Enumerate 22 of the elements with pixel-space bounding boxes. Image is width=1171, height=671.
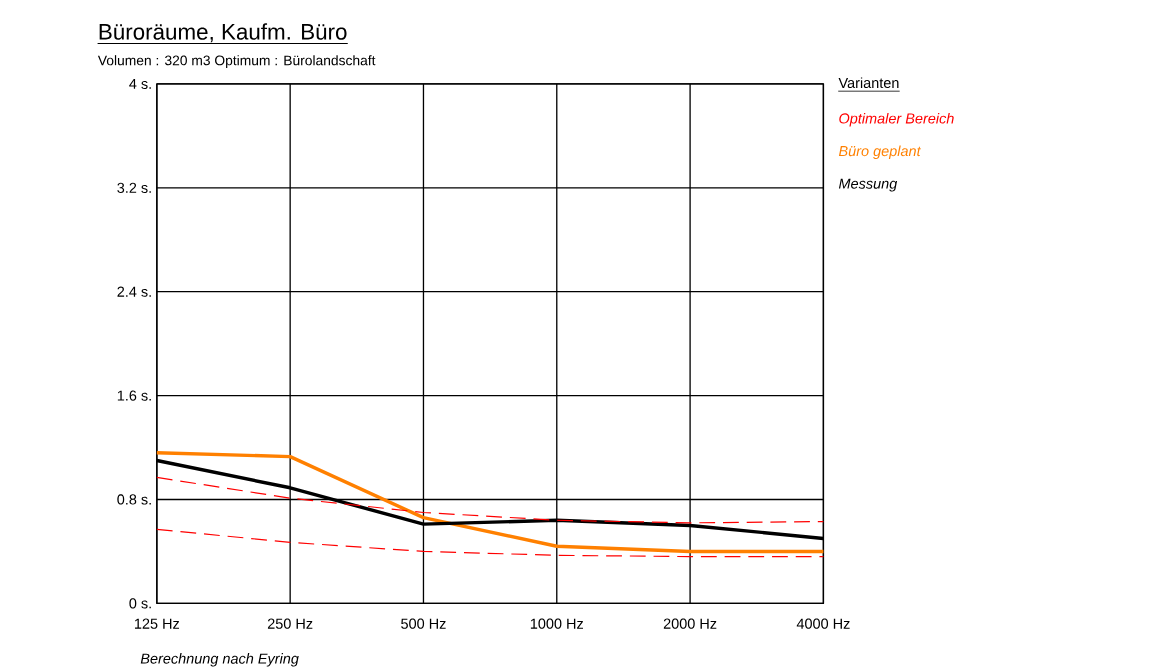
y-tick-label: 1.6 s. [117, 390, 151, 401]
chart-subtitle: Volumen : 320 m3 Optimum : Bürolandschaft [97, 55, 376, 69]
y-tick-label: 4 s. [129, 79, 151, 90]
x-tick-label: 2000 Hz [663, 618, 717, 630]
y-tick-label: 2.4 s. [117, 286, 151, 298]
y-tick-label: 0.8 s. [117, 494, 151, 505]
text: Büro geplant [838, 145, 922, 160]
text: Messung [838, 178, 898, 192]
line-series [156, 477, 824, 524]
line-series [155, 451, 826, 554]
x-tick-label: 250 Hz [267, 618, 313, 630]
x-tick-label: 1000 Hz [530, 618, 584, 630]
y-tick-label: 0 s. [129, 598, 151, 609]
x-tick-label: 4000 Hz [796, 618, 850, 630]
line-series [156, 528, 824, 558]
y-tick-label: 3.2 s. [117, 182, 151, 194]
chart-title: Büroräume, Kaufm. Büro [99, 23, 347, 43]
legend-title: Varianten [838, 77, 899, 89]
x-tick-label: 125 Hz [134, 618, 180, 630]
text: Berechnung nach Eyring [140, 653, 299, 667]
x-tick-label: 500 Hz [401, 618, 446, 630]
text: Optimaler Bereich [839, 113, 954, 127]
